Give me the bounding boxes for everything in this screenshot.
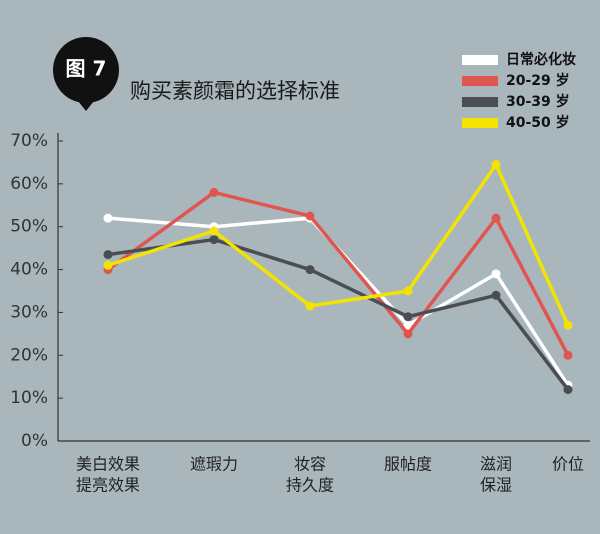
y-tick-label: 40% xyxy=(10,260,48,280)
y-tick-label: 0% xyxy=(21,431,48,451)
legend-swatch xyxy=(462,76,498,86)
point xyxy=(103,260,113,270)
series-line xyxy=(107,216,570,387)
y-tick-label: 50% xyxy=(10,217,48,237)
point xyxy=(209,226,219,236)
point xyxy=(403,320,413,330)
x-tick-label: 持久度 xyxy=(286,476,334,495)
x-tick-label: 遮瑕力 xyxy=(190,455,238,474)
point xyxy=(563,320,573,330)
series-line xyxy=(106,190,570,357)
legend-label: 40-50 岁 xyxy=(506,114,570,131)
y-tick-label: 10% xyxy=(10,388,48,408)
y-tick-label: 20% xyxy=(10,345,48,365)
point xyxy=(563,350,573,360)
chart-title: 购买素颜霜的选择标准 xyxy=(130,79,340,103)
x-tick-label: 美白效果 xyxy=(76,455,140,474)
legend-swatch xyxy=(462,55,498,65)
x-tick-label: 滋润 xyxy=(480,455,512,474)
series-line xyxy=(107,162,570,327)
badge-text: 图 7 xyxy=(66,57,107,81)
point xyxy=(209,235,219,245)
point xyxy=(491,269,501,279)
point xyxy=(103,250,113,260)
y-tick-label: 70% xyxy=(10,131,48,151)
badge-circle xyxy=(53,37,119,103)
point xyxy=(403,329,413,339)
badge-pointer xyxy=(78,101,94,111)
x-tick-label: 保湿 xyxy=(480,476,512,495)
x-tick-label: 提亮效果 xyxy=(76,476,140,495)
legend-label: 30-39 岁 xyxy=(506,93,570,110)
legend-label: 20-29 岁 xyxy=(506,72,570,89)
legend-swatch xyxy=(462,97,498,107)
series-line xyxy=(107,237,570,391)
point xyxy=(103,213,113,223)
legend-swatch xyxy=(462,118,498,128)
point xyxy=(305,211,315,221)
y-tick-label: 30% xyxy=(10,302,48,322)
point xyxy=(491,290,501,300)
point xyxy=(305,265,315,275)
point xyxy=(491,160,501,170)
x-tick-label: 服帖度 xyxy=(384,455,432,474)
point xyxy=(403,286,413,296)
legend-label: 日常必化妆 xyxy=(506,51,576,68)
point xyxy=(209,187,219,197)
x-tick-label: 妆容 xyxy=(294,455,326,474)
point xyxy=(403,312,413,322)
point xyxy=(563,385,573,395)
point xyxy=(305,301,315,311)
x-tick-label: 价位 xyxy=(552,455,584,474)
y-tick-label: 60% xyxy=(10,174,48,194)
point xyxy=(491,213,501,223)
